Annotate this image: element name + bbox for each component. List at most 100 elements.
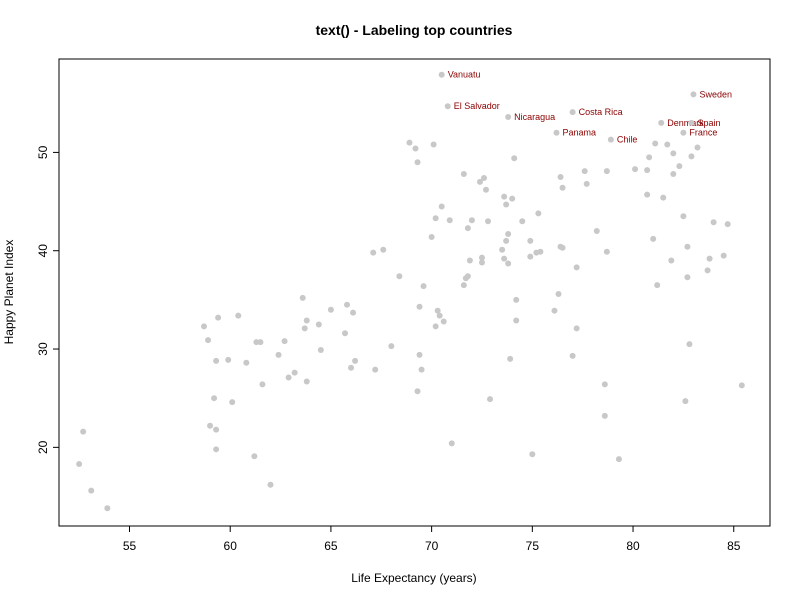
data-point (243, 359, 250, 366)
data-point (573, 264, 580, 271)
data-point (235, 312, 242, 319)
x-tick-label: 55 (123, 539, 137, 553)
data-point (432, 323, 439, 330)
data-point (603, 248, 610, 255)
x-tick-label: 60 (224, 539, 238, 553)
data-point (315, 321, 322, 328)
data-point (388, 343, 395, 350)
y-tick-label: 30 (36, 342, 50, 356)
data-point (303, 317, 310, 324)
data-point (416, 351, 423, 358)
data-point (569, 352, 576, 359)
data-point (301, 325, 308, 332)
data-point (505, 260, 512, 267)
data-point (420, 283, 427, 290)
data-point (559, 184, 566, 191)
labeled-point (680, 129, 687, 136)
x-tick-label: 70 (425, 539, 439, 553)
data-point (460, 171, 467, 178)
data-point (412, 145, 419, 152)
y-tick-label: 50 (36, 145, 50, 159)
data-point (370, 249, 377, 256)
data-point (551, 307, 558, 314)
data-point (317, 347, 324, 354)
data-point (414, 159, 421, 166)
data-point (632, 166, 639, 173)
data-point (468, 217, 475, 224)
data-point (460, 282, 467, 289)
data-point (601, 412, 608, 419)
x-tick-label: 65 (324, 539, 338, 553)
point-label: Costa Rica (579, 107, 623, 117)
chart-title: text() - Labeling top countries (316, 22, 513, 38)
data-point (724, 221, 731, 228)
data-point (483, 186, 490, 193)
data-point (664, 141, 671, 148)
data-point (487, 396, 494, 403)
data-point (573, 325, 580, 332)
y-axis-label: Happy Planet Index (2, 240, 16, 345)
point-label: Panama (562, 128, 596, 138)
data-point (601, 381, 608, 388)
x-axis-label: Life Expectancy (years) (351, 571, 476, 585)
data-point (680, 213, 687, 220)
data-point (527, 253, 534, 260)
data-point (396, 273, 403, 280)
data-point (76, 461, 83, 468)
data-point (430, 141, 437, 148)
y-tick-label: 40 (36, 244, 50, 258)
data-point (416, 303, 423, 310)
labeled-point (690, 91, 697, 98)
data-point (267, 481, 274, 488)
data-point (464, 225, 471, 232)
data-point (327, 306, 334, 313)
plot-frame (58, 58, 771, 527)
data-point (519, 218, 526, 225)
point-label: Sweden (699, 89, 732, 99)
data-point (559, 244, 566, 251)
data-point (527, 237, 534, 244)
data-point (448, 440, 455, 447)
data-point (684, 274, 691, 281)
data-point (205, 337, 212, 344)
data-point (593, 228, 600, 235)
data-point (670, 150, 677, 157)
data-point (251, 453, 258, 460)
data-point (507, 355, 514, 362)
data-point (706, 255, 713, 262)
labeled-point (444, 103, 451, 110)
x-tick-label: 75 (526, 539, 540, 553)
data-point (350, 309, 357, 316)
data-point (704, 267, 711, 274)
data-point (207, 422, 214, 429)
data-point (501, 193, 508, 200)
data-point (406, 139, 413, 146)
data-point (660, 194, 667, 201)
data-point (446, 217, 453, 224)
data-point (213, 426, 220, 433)
data-point (434, 307, 441, 314)
data-point (529, 451, 536, 458)
data-point (478, 259, 485, 266)
data-point (694, 144, 701, 151)
y-axis: 20 30 40 50 (36, 145, 59, 454)
point-label: Spain (697, 118, 720, 128)
data-point (652, 140, 659, 147)
data-point (438, 203, 445, 210)
data-point (670, 171, 677, 178)
data-point (348, 364, 355, 371)
data-point (537, 248, 544, 255)
data-point (342, 330, 349, 337)
data-point (88, 487, 95, 494)
data-point (213, 357, 220, 364)
data-point (511, 155, 518, 162)
data-point (281, 338, 288, 345)
point-label: Chile (617, 135, 638, 145)
data-point (686, 341, 693, 348)
data-point (291, 369, 298, 376)
data-point (513, 296, 520, 303)
data-point (414, 388, 421, 395)
x-tick-label: 85 (727, 539, 741, 553)
point-label: Vanuatu (448, 70, 481, 80)
labeled-point (607, 136, 614, 143)
